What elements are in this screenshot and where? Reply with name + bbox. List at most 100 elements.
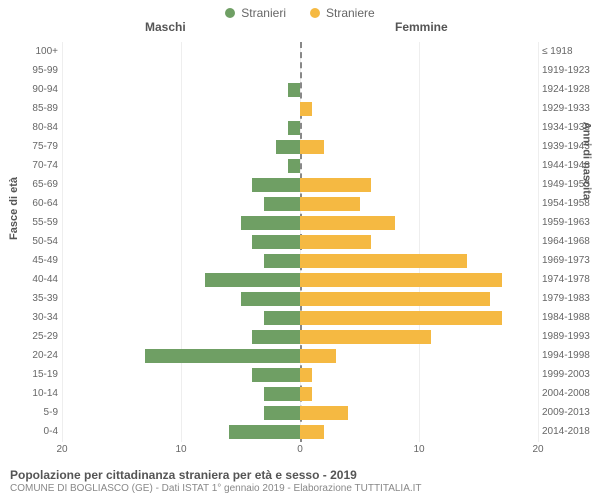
legend-swatch-male [225,8,235,18]
pyramid-row: 75-791939-1943 [62,137,538,156]
birth-year-label: 1994-1998 [542,346,600,365]
age-label: 50-54 [14,232,58,251]
age-label: 10-14 [14,384,58,403]
bar-female [300,273,502,287]
chart-plot: 100+≤ 191895-991919-192390-941924-192885… [62,42,538,442]
x-axis: 201001020 [62,444,538,458]
age-label: 60-64 [14,194,58,213]
birth-year-label: 2009-2013 [542,403,600,422]
bar-female [300,330,431,344]
age-label: 5-9 [14,403,58,422]
bar-male [252,330,300,344]
birth-year-label: 1929-1933 [542,99,600,118]
birth-year-label: 1924-1928 [542,80,600,99]
bar-male [288,83,300,97]
pyramid-row: 50-541964-1968 [62,232,538,251]
birth-year-label: 1934-1938 [542,118,600,137]
pyramid-row: 30-341984-1988 [62,308,538,327]
legend-label-male: Stranieri [241,6,286,20]
birth-year-label: 1984-1988 [542,308,600,327]
age-label: 85-89 [14,99,58,118]
bar-male [264,254,300,268]
birth-year-label: 1974-1978 [542,270,600,289]
bar-male [145,349,300,363]
age-label: 45-49 [14,251,58,270]
legend-label-female: Straniere [326,6,375,20]
pyramid-row: 25-291989-1993 [62,327,538,346]
birth-year-label: 1944-1948 [542,156,600,175]
bar-male [264,311,300,325]
pyramid-row: 35-391979-1983 [62,289,538,308]
age-label: 20-24 [14,346,58,365]
x-tick-label: 20 [532,444,543,455]
bar-male [276,140,300,154]
bar-female [300,216,395,230]
column-header-female: Femmine [395,20,448,34]
birth-year-label: 1979-1983 [542,289,600,308]
bar-female [300,387,312,401]
bar-female [300,349,336,363]
x-tick-label: 10 [175,444,186,455]
bar-female [300,178,371,192]
age-label: 100+ [14,42,58,61]
footer-subtitle: COMUNE DI BOGLIASCO (GE) - Dati ISTAT 1°… [10,483,590,494]
birth-year-label: 1954-1958 [542,194,600,213]
bar-female [300,254,467,268]
chart-footer: Popolazione per cittadinanza straniera p… [10,468,590,494]
bar-female [300,406,348,420]
birth-year-label: 1949-1953 [542,175,600,194]
bar-female [300,102,312,116]
pyramid-row: 100+≤ 1918 [62,42,538,61]
bar-male [229,425,300,439]
birth-year-label: 1959-1963 [542,213,600,232]
bar-male [241,292,301,306]
birth-year-label: 1919-1923 [542,61,600,80]
pyramid-row: 0-42014-2018 [62,422,538,441]
bar-male [252,368,300,382]
bar-female [300,140,324,154]
bar-male [264,197,300,211]
pyramid-row: 70-741944-1948 [62,156,538,175]
bar-female [300,311,502,325]
birth-year-label: 1989-1993 [542,327,600,346]
legend-item-male: Stranieri [225,6,286,20]
birth-year-label: ≤ 1918 [542,42,600,61]
age-label: 90-94 [14,80,58,99]
bar-female [300,197,360,211]
bar-female [300,292,490,306]
bar-female [300,235,371,249]
pyramid-row: 90-941924-1928 [62,80,538,99]
bar-male [264,387,300,401]
pyramid-row: 5-92009-2013 [62,403,538,422]
age-label: 0-4 [14,422,58,441]
legend-swatch-female [310,8,320,18]
column-header-male: Maschi [145,20,186,34]
bar-male [288,159,300,173]
footer-title: Popolazione per cittadinanza straniera p… [10,468,590,482]
bar-female [300,425,324,439]
age-label: 70-74 [14,156,58,175]
x-tick-label: 20 [56,444,67,455]
pyramid-row: 10-142004-2008 [62,384,538,403]
bar-male [241,216,301,230]
age-label: 80-84 [14,118,58,137]
bar-male [288,121,300,135]
bar-male [252,178,300,192]
bar-male [264,406,300,420]
age-label: 40-44 [14,270,58,289]
age-label: 15-19 [14,365,58,384]
age-label: 75-79 [14,137,58,156]
chart-legend: Stranieri Straniere [0,0,600,20]
bar-male [252,235,300,249]
age-label: 35-39 [14,289,58,308]
pyramid-row: 20-241994-1998 [62,346,538,365]
age-label: 25-29 [14,327,58,346]
birth-year-label: 1969-1973 [542,251,600,270]
pyramid-row: 80-841934-1938 [62,118,538,137]
column-headers: Maschi Femmine [0,20,600,38]
age-label: 95-99 [14,61,58,80]
age-label: 55-59 [14,213,58,232]
gridline [538,42,539,442]
birth-year-label: 2004-2008 [542,384,600,403]
age-label: 65-69 [14,175,58,194]
